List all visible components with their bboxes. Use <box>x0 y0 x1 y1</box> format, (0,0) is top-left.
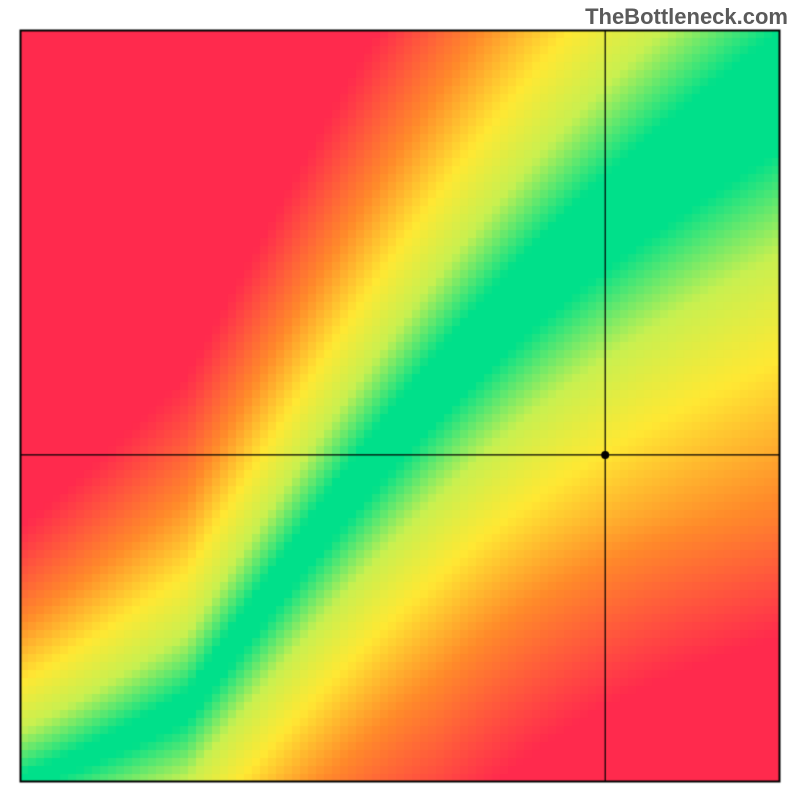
chart-container: TheBottleneck.com <box>0 0 800 800</box>
attribution-label: TheBottleneck.com <box>585 4 788 30</box>
bottleneck-heatmap <box>0 0 800 800</box>
